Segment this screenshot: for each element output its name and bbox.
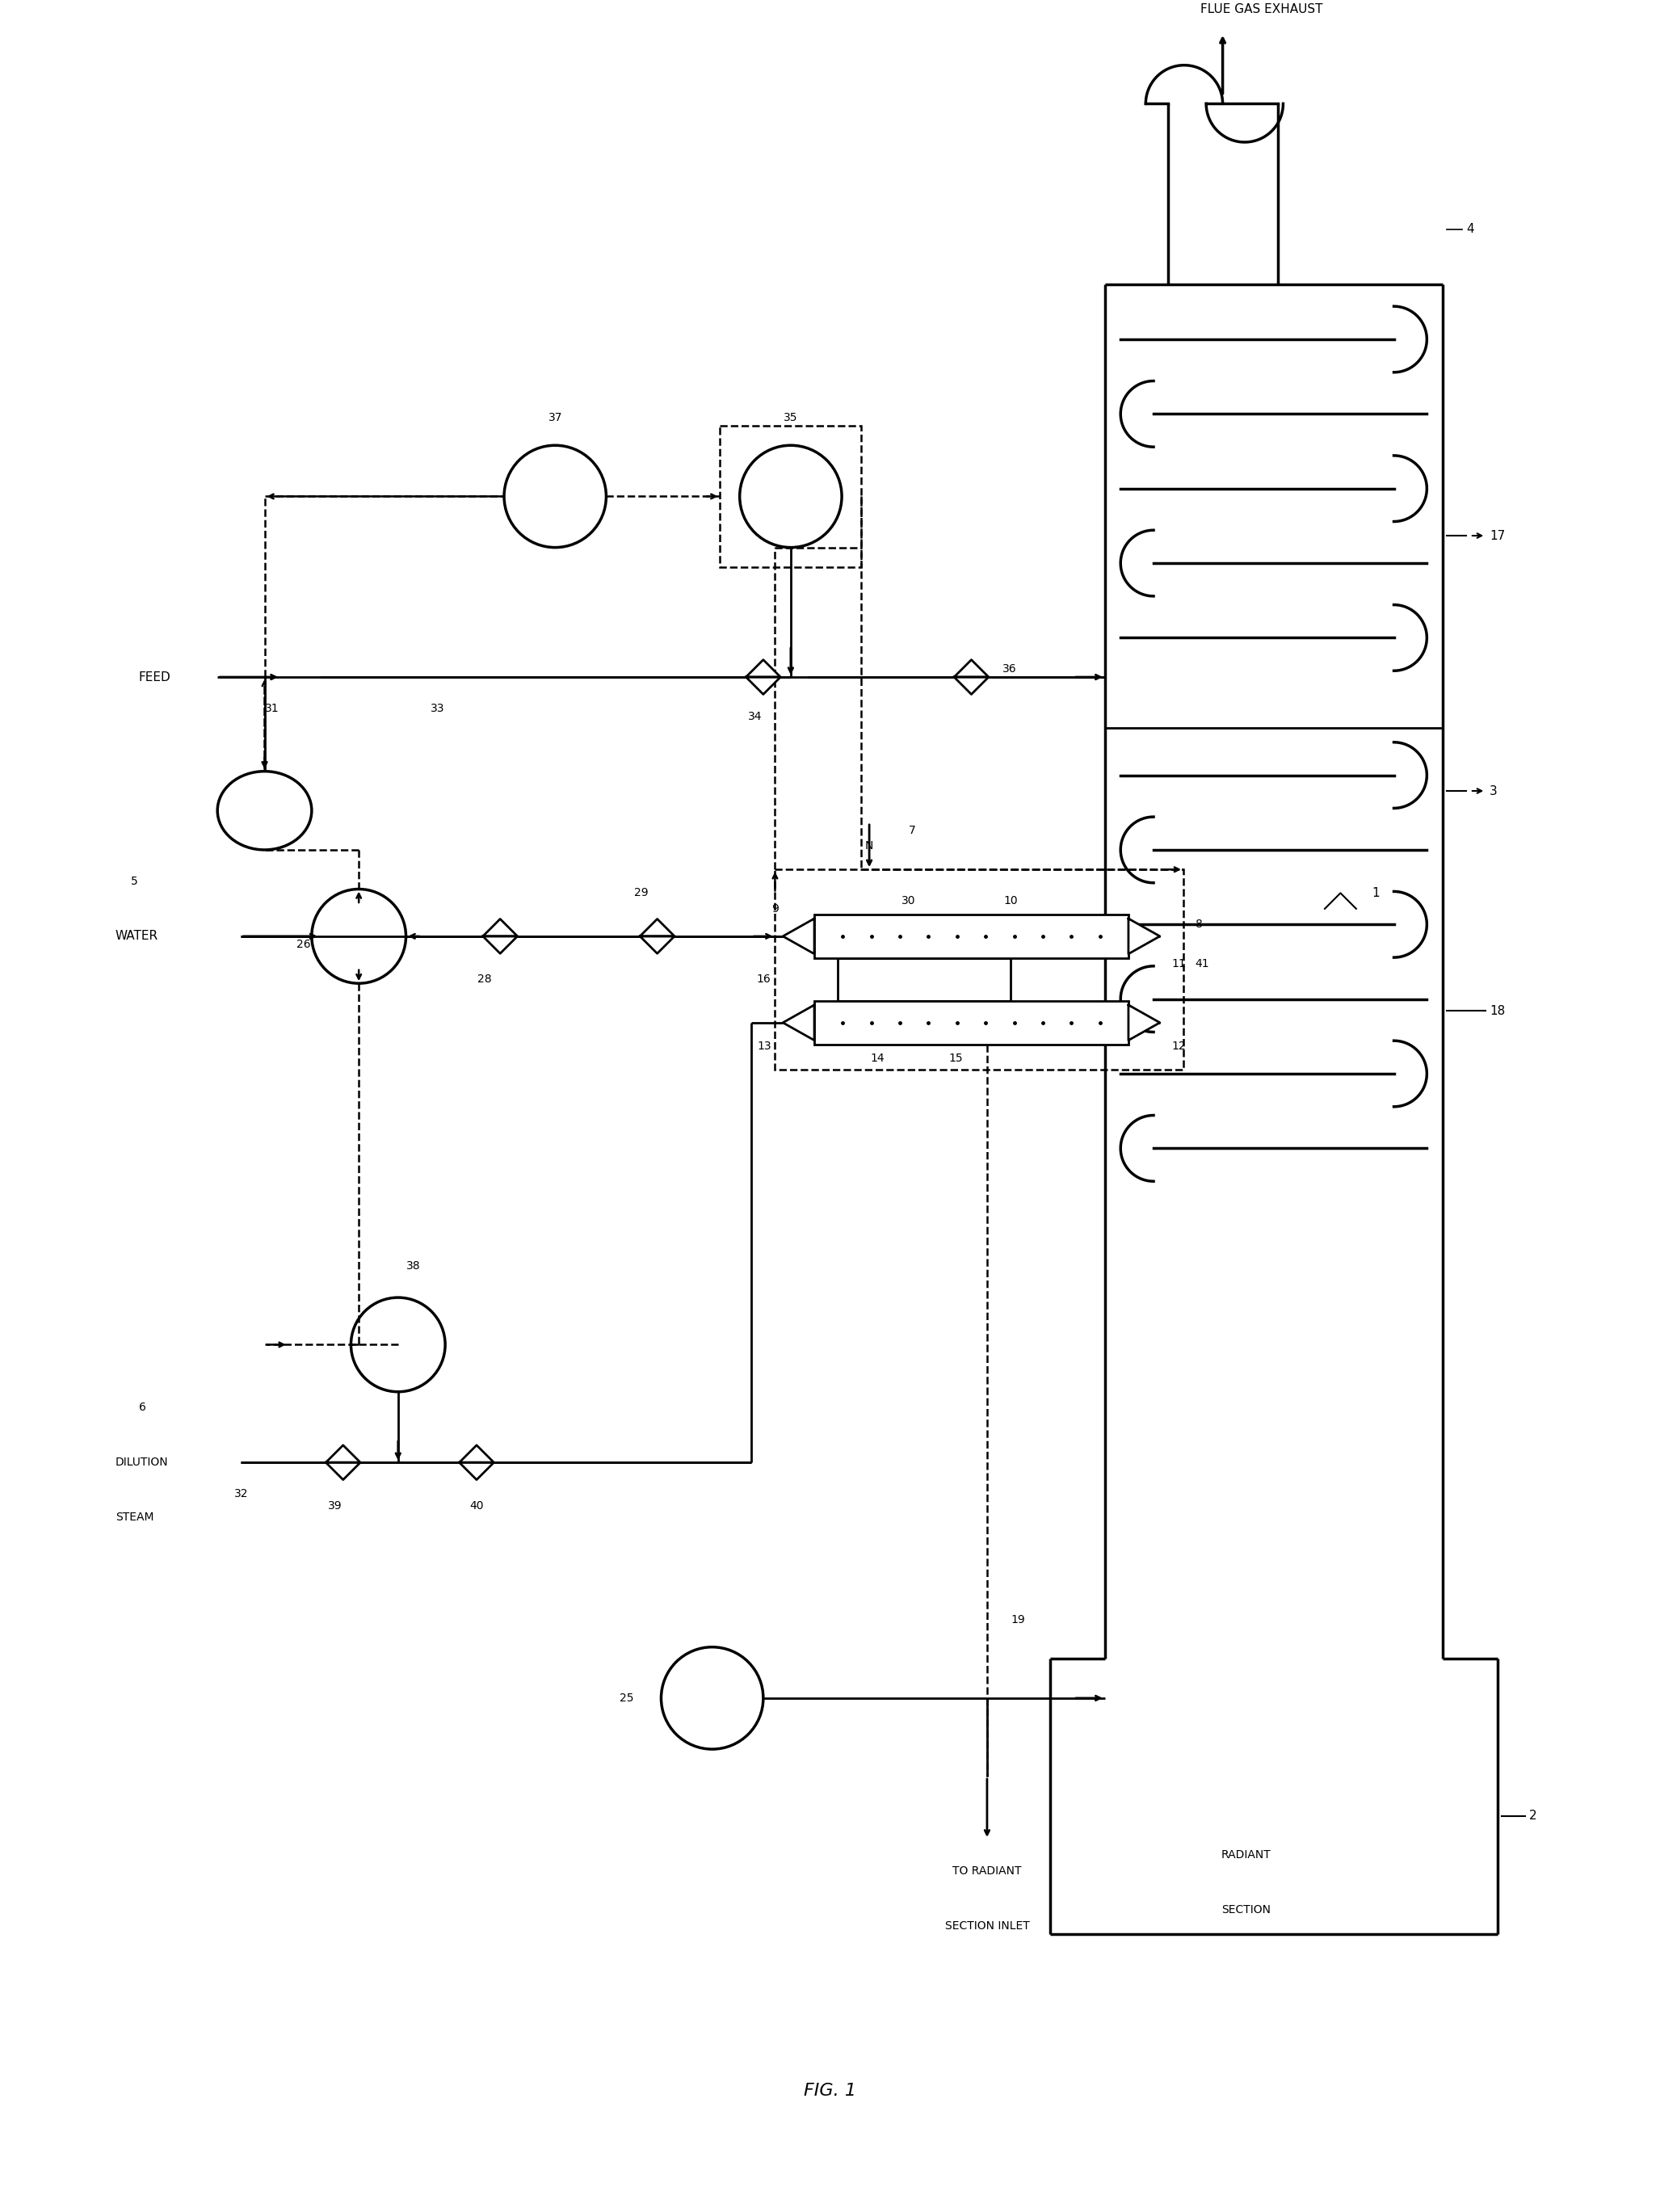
Polygon shape — [325, 1444, 360, 1462]
Text: FLUE GAS EXHAUST: FLUE GAS EXHAUST — [1200, 4, 1323, 15]
Text: 14: 14 — [870, 1053, 885, 1064]
Text: WATER: WATER — [115, 931, 158, 942]
Text: 29: 29 — [634, 887, 649, 898]
Text: 30: 30 — [901, 896, 916, 907]
Text: 31: 31 — [264, 703, 279, 714]
Text: DILUTION: DILUTION — [115, 1458, 168, 1469]
Text: 10: 10 — [1004, 896, 1018, 907]
Polygon shape — [1129, 1004, 1160, 1040]
Text: 40: 40 — [470, 1500, 483, 1511]
Polygon shape — [784, 918, 815, 953]
Text: 6: 6 — [139, 1402, 146, 1413]
Text: 25: 25 — [619, 1692, 634, 1703]
Text: 36: 36 — [1003, 664, 1018, 675]
FancyBboxPatch shape — [815, 1002, 1129, 1044]
Text: 1: 1 — [1371, 887, 1379, 898]
Polygon shape — [954, 659, 989, 677]
Bar — [775, 869, 1184, 1071]
Text: RADIANT: RADIANT — [1222, 1849, 1272, 1860]
Text: 5: 5 — [131, 876, 138, 887]
Polygon shape — [954, 677, 989, 695]
Polygon shape — [641, 918, 674, 936]
Text: 13: 13 — [757, 1040, 772, 1053]
Text: FIG. 1: FIG. 1 — [803, 2084, 857, 2099]
Text: 18: 18 — [1489, 1004, 1506, 1018]
Text: 39: 39 — [329, 1500, 342, 1511]
Polygon shape — [460, 1462, 495, 1480]
Polygon shape — [745, 659, 780, 677]
Text: 19: 19 — [1011, 1615, 1024, 1626]
Text: 2: 2 — [1529, 1809, 1537, 1823]
Text: 16: 16 — [757, 973, 772, 984]
Text: SECTION INLET: SECTION INLET — [945, 1920, 1029, 1931]
Text: N: N — [865, 841, 873, 852]
Text: 4: 4 — [1466, 223, 1474, 234]
Text: STEAM: STEAM — [115, 1511, 154, 1524]
Text: 26: 26 — [297, 938, 310, 949]
Polygon shape — [641, 936, 674, 953]
Text: 32: 32 — [234, 1489, 247, 1500]
Polygon shape — [483, 936, 518, 953]
Text: 7: 7 — [908, 825, 916, 836]
Text: 33: 33 — [430, 703, 445, 714]
Polygon shape — [1129, 918, 1160, 953]
Polygon shape — [325, 1462, 360, 1480]
Text: 11: 11 — [1172, 958, 1185, 969]
FancyBboxPatch shape — [815, 914, 1129, 958]
Text: 34: 34 — [749, 710, 762, 721]
Text: 8: 8 — [1195, 918, 1202, 929]
Text: TO RADIANT: TO RADIANT — [953, 1865, 1021, 1876]
Text: 28: 28 — [478, 973, 491, 984]
Polygon shape — [460, 1444, 495, 1462]
Text: 17: 17 — [1489, 529, 1506, 542]
Bar — [720, 425, 862, 566]
Text: 9: 9 — [772, 902, 779, 914]
Text: FEED: FEED — [139, 670, 171, 684]
Polygon shape — [745, 677, 780, 695]
Polygon shape — [784, 1004, 815, 1040]
Polygon shape — [483, 918, 518, 936]
Text: 35: 35 — [784, 411, 798, 422]
Text: 38: 38 — [407, 1261, 422, 1272]
Text: 41: 41 — [1195, 958, 1210, 969]
Text: SECTION: SECTION — [1222, 1905, 1272, 1916]
Text: 3: 3 — [1489, 785, 1497, 796]
Text: 37: 37 — [548, 411, 563, 422]
Text: 15: 15 — [948, 1053, 963, 1064]
Text: 12: 12 — [1172, 1040, 1185, 1053]
